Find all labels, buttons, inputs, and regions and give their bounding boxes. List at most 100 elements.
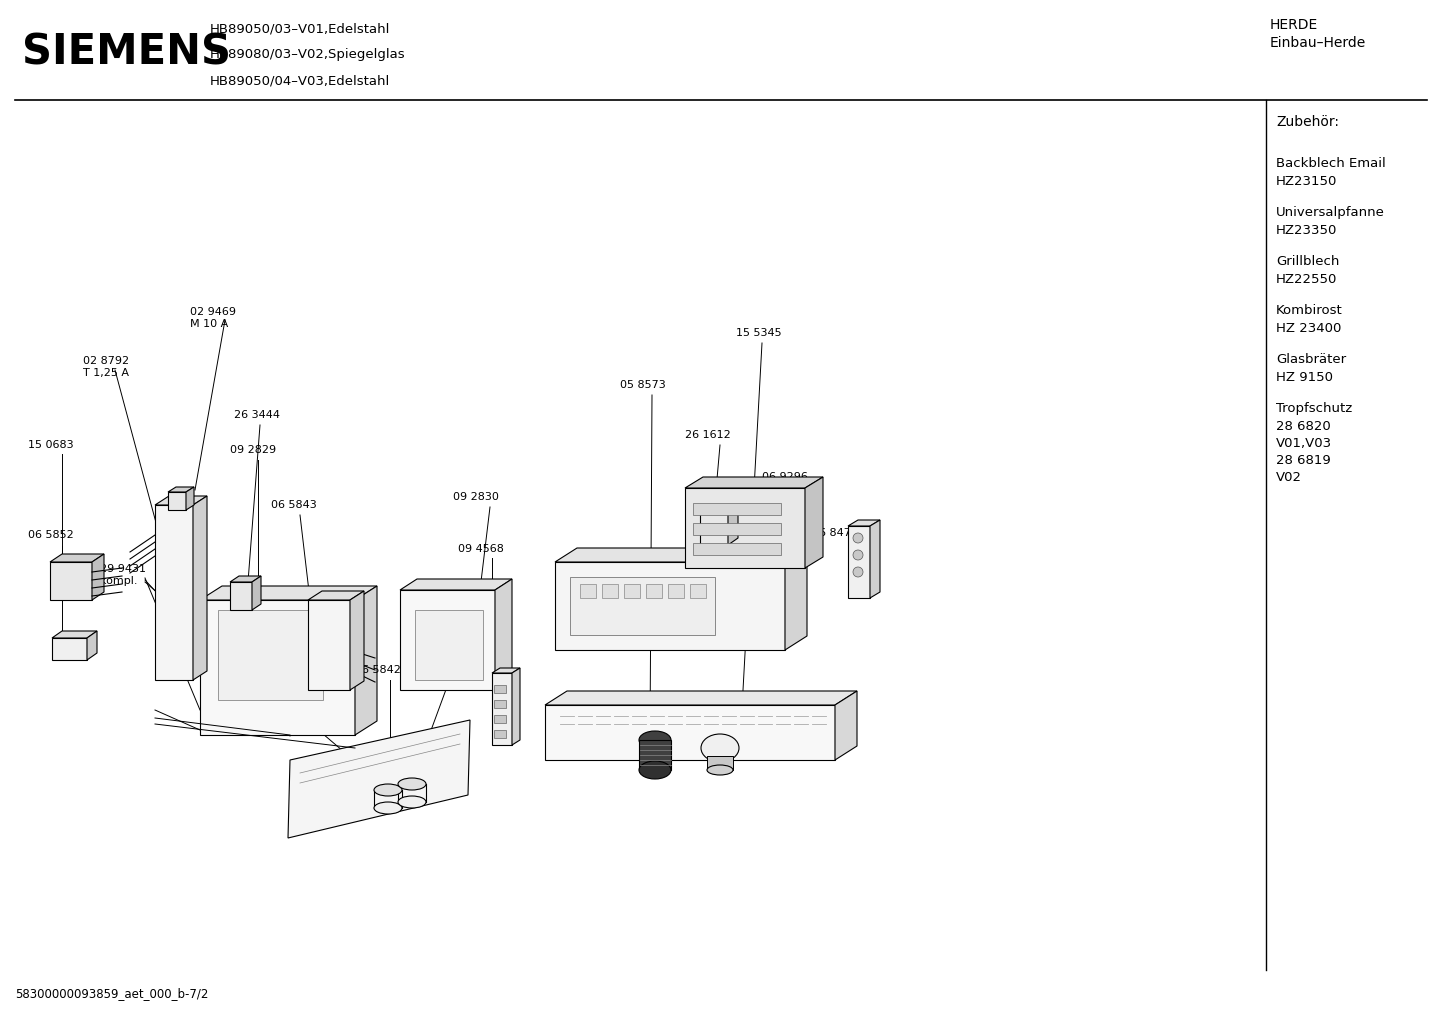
Text: Universalpfanne: Universalpfanne (1276, 206, 1384, 219)
Text: 29 9431
kompl.: 29 9431 kompl. (99, 564, 146, 586)
Polygon shape (350, 591, 363, 690)
Polygon shape (309, 591, 363, 600)
Polygon shape (399, 590, 495, 690)
Polygon shape (92, 554, 104, 600)
Ellipse shape (701, 734, 738, 762)
Ellipse shape (373, 784, 402, 796)
Text: 06 5852: 06 5852 (27, 530, 74, 540)
Text: 06 9296: 06 9296 (761, 472, 808, 482)
Text: 06 8477: 06 8477 (459, 608, 505, 618)
Circle shape (854, 533, 862, 543)
Polygon shape (699, 506, 738, 513)
Text: 15 0683: 15 0683 (27, 440, 74, 450)
Text: 09 2829: 09 2829 (231, 445, 275, 455)
Polygon shape (231, 576, 261, 582)
Bar (624, 584, 640, 598)
Bar (580, 584, 596, 598)
Polygon shape (52, 638, 87, 660)
Polygon shape (186, 487, 195, 510)
Text: Kombirost: Kombirost (1276, 304, 1343, 317)
Text: Tropfschutz: Tropfschutz (1276, 403, 1353, 415)
Text: V02: V02 (1276, 471, 1302, 484)
Bar (694, 523, 782, 535)
Polygon shape (835, 691, 857, 760)
Text: 06 5842: 06 5842 (355, 665, 401, 675)
Bar (601, 584, 619, 598)
Polygon shape (685, 488, 805, 568)
Polygon shape (193, 496, 208, 680)
Text: 06 5849: 06 5849 (420, 650, 466, 660)
Bar (570, 577, 715, 635)
Polygon shape (492, 668, 521, 673)
Text: 09 2830: 09 2830 (453, 492, 499, 502)
Text: HZ 9150: HZ 9150 (1276, 371, 1332, 384)
Polygon shape (169, 487, 195, 492)
Circle shape (854, 550, 862, 560)
Bar (495, 730, 506, 738)
Bar (495, 715, 506, 723)
Text: Grillblech: Grillblech (1276, 255, 1340, 268)
Text: 09 4568: 09 4568 (459, 544, 503, 554)
Text: Zubehör:: Zubehör: (1276, 115, 1340, 129)
Polygon shape (492, 673, 512, 745)
Bar (646, 584, 662, 598)
Text: Glasbräter: Glasbräter (1276, 353, 1347, 366)
Polygon shape (699, 513, 728, 545)
Polygon shape (50, 554, 104, 562)
Text: HZ23150: HZ23150 (1276, 175, 1337, 187)
Text: 26 3444: 26 3444 (234, 410, 280, 420)
Polygon shape (200, 586, 376, 600)
Text: HB89080/03–V02,Spiegelglas: HB89080/03–V02,Spiegelglas (211, 48, 405, 61)
Polygon shape (784, 548, 808, 650)
Polygon shape (200, 600, 355, 735)
Polygon shape (355, 586, 376, 735)
Polygon shape (252, 576, 261, 610)
Bar (694, 543, 782, 555)
Text: V01,V03: V01,V03 (1276, 437, 1332, 450)
Text: SIEMENS: SIEMENS (22, 31, 231, 73)
Polygon shape (154, 505, 193, 680)
Polygon shape (399, 579, 512, 590)
Polygon shape (545, 691, 857, 705)
Bar (694, 503, 782, 515)
Polygon shape (848, 526, 870, 598)
Polygon shape (169, 492, 186, 510)
Polygon shape (495, 579, 512, 690)
Ellipse shape (639, 761, 671, 779)
Text: 06 5843: 06 5843 (271, 500, 317, 510)
Polygon shape (288, 720, 470, 838)
Ellipse shape (398, 777, 425, 790)
Text: 02 8792
T 1,25 A: 02 8792 T 1,25 A (84, 356, 130, 378)
Polygon shape (805, 477, 823, 568)
Text: Einbau–Herde: Einbau–Herde (1270, 36, 1366, 50)
Bar (707, 756, 733, 770)
Bar (218, 610, 323, 700)
Bar (495, 685, 506, 693)
Text: 15 5345: 15 5345 (735, 328, 782, 338)
Polygon shape (555, 562, 784, 650)
Polygon shape (555, 548, 808, 562)
Polygon shape (154, 496, 208, 505)
Text: 28 6820: 28 6820 (1276, 420, 1331, 433)
Bar (691, 584, 707, 598)
Ellipse shape (398, 796, 425, 808)
Bar (495, 700, 506, 708)
Circle shape (854, 567, 862, 577)
Text: 26 1612: 26 1612 (685, 430, 731, 440)
Ellipse shape (707, 765, 733, 775)
Polygon shape (52, 631, 97, 638)
Polygon shape (309, 600, 350, 690)
Polygon shape (87, 631, 97, 660)
Polygon shape (685, 477, 823, 488)
Polygon shape (50, 562, 92, 600)
Ellipse shape (373, 802, 402, 814)
Text: HZ23350: HZ23350 (1276, 224, 1337, 237)
Text: HB89050/04–V03,Edelstahl: HB89050/04–V03,Edelstahl (211, 74, 391, 87)
Polygon shape (512, 668, 521, 745)
Polygon shape (728, 506, 738, 545)
Polygon shape (870, 520, 880, 598)
Text: 05 8573: 05 8573 (620, 380, 666, 390)
Text: HZ22550: HZ22550 (1276, 273, 1337, 286)
Text: 28 6819: 28 6819 (1276, 454, 1331, 467)
Bar (639, 740, 671, 770)
